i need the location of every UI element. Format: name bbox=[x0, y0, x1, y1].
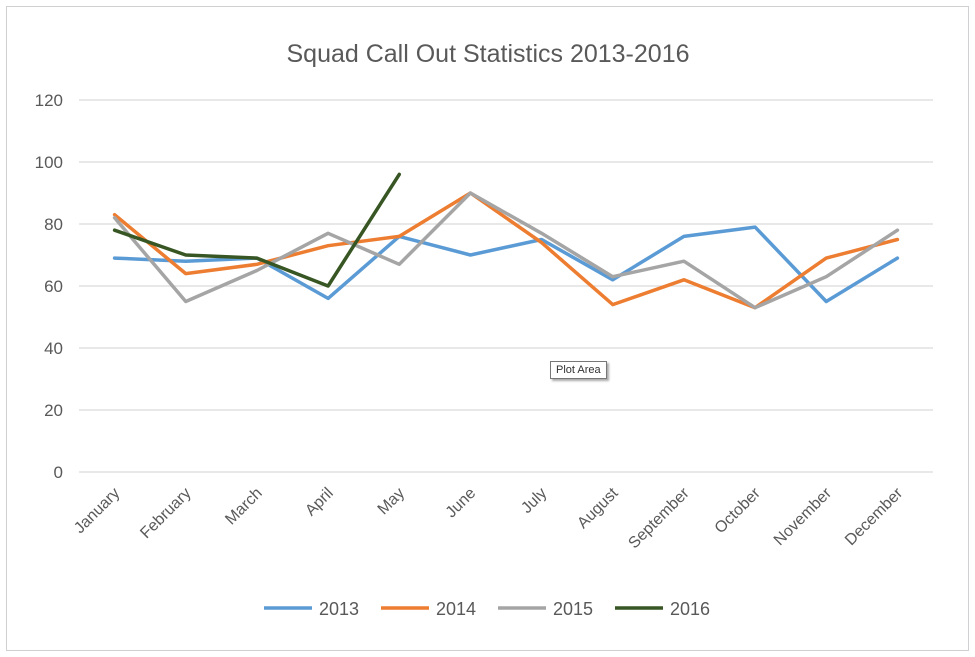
chart-title: Squad Call Out Statistics 2013-2016 bbox=[286, 40, 689, 68]
y-tick-label: 0 bbox=[54, 463, 63, 482]
y-tick-label: 60 bbox=[44, 277, 63, 296]
x-tick-label: August bbox=[574, 484, 622, 532]
x-tick-label: July bbox=[518, 485, 550, 517]
series-line-2015 bbox=[112, 191, 900, 310]
line-chart: Squad Call Out Statistics 2013-2016 0 20 4… bbox=[35, 40, 933, 619]
legend-label-2015: 2015 bbox=[553, 599, 593, 619]
x-tick-label: October bbox=[712, 484, 765, 537]
x-tick-label: January bbox=[71, 485, 123, 537]
series-line-2016 bbox=[112, 172, 401, 288]
plot-area-tooltip: Plot Area bbox=[550, 361, 607, 379]
y-tick-label: 100 bbox=[35, 153, 63, 172]
y-tick-label: 120 bbox=[35, 91, 63, 110]
x-tick-label: May bbox=[375, 485, 408, 518]
x-tick-label: December bbox=[842, 484, 907, 549]
x-tick-label: March bbox=[222, 485, 265, 528]
x-tick-label: April bbox=[302, 485, 337, 520]
x-tick-label: June bbox=[443, 485, 480, 522]
y-tick-label: 80 bbox=[44, 215, 63, 234]
legend-label-2014: 2014 bbox=[436, 599, 476, 619]
series-line-2014 bbox=[112, 191, 900, 310]
x-tick-label: September bbox=[625, 484, 693, 552]
chart-frame: Squad Call Out Statistics 2013-2016 0 20 4… bbox=[6, 6, 969, 651]
x-tick-label: February bbox=[137, 485, 194, 542]
y-tick-label: 40 bbox=[44, 339, 63, 358]
y-tick-label: 20 bbox=[44, 401, 63, 420]
legend-label-2013: 2013 bbox=[319, 599, 359, 619]
x-tick-label: November bbox=[771, 484, 836, 549]
legend-label-2016: 2016 bbox=[670, 599, 710, 619]
